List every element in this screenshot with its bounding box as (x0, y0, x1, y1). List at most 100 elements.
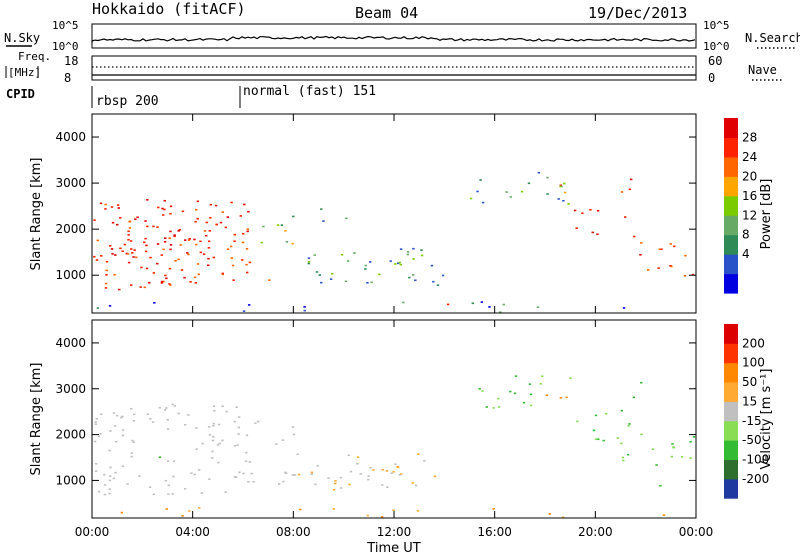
velocity-scatter-cell (277, 483, 281, 485)
power-scatter-cell (153, 302, 156, 304)
velocity-scatter-cell (149, 418, 152, 420)
velocity-colorbar-tick: 50 (742, 375, 757, 389)
freq-unit-label: [MHz] (8, 66, 41, 79)
power-scatter-cell (169, 244, 173, 246)
velocity-scatter-cell (399, 473, 403, 475)
power-scatter-cell (408, 276, 411, 279)
power-scatter-cell (657, 267, 660, 269)
velocity-scatter-cell (327, 477, 330, 480)
velocity-scatter-cell (545, 394, 549, 397)
velocity-scatter-cell (334, 480, 337, 482)
velocity-scatter-cell (109, 466, 112, 469)
power-scatter-cell (164, 274, 167, 277)
power-scatter-cell (152, 225, 155, 228)
velocity-scatter-cell (254, 422, 257, 424)
power-scatter-cell (178, 228, 181, 231)
freq-tick-top: 18 (64, 54, 78, 68)
power-scatter-cell (230, 201, 233, 204)
power-scatter-cell (248, 304, 251, 306)
power-scatter-cell (205, 221, 208, 224)
power-scatter-cell (168, 267, 172, 270)
power-scatter-cell (369, 261, 372, 263)
power-colorbar-tick: 4 (742, 247, 750, 261)
power-scatter-cell (559, 184, 562, 187)
power-scatter-cell (243, 203, 246, 206)
velocity-scatter-cell (366, 514, 369, 517)
velocity-scatter-cell (386, 486, 389, 489)
power-colorbar-tick: 24 (742, 150, 757, 164)
velocity-scatter-cell (99, 432, 102, 435)
power-scatter-cell (148, 281, 151, 284)
velocity-scatter-cell (146, 413, 150, 416)
power-yticks: 4000 3000 2000 1000 (55, 130, 696, 282)
velocity-scatter-cell (97, 435, 101, 438)
power-scatter-cell (397, 262, 400, 265)
velocity-scatter-cell (565, 396, 568, 399)
power-scatter-cell (389, 260, 392, 262)
power-scatter-cell (303, 306, 306, 308)
velocity-scatter-cell (509, 390, 512, 393)
power-scatter-cell (479, 179, 482, 181)
power-scatter-cell (116, 223, 119, 226)
velocity-scatter-cell (132, 441, 135, 444)
velocity-scatter-cell (114, 440, 118, 443)
velocity-scatter-cell (621, 456, 625, 459)
velocity-scatter-cell (292, 433, 296, 436)
power-scatter-cell (241, 259, 244, 261)
velocity-scatter-cell (188, 510, 191, 512)
velocity-colorbar-swatch (724, 362, 738, 383)
power-scatter-cell (169, 284, 172, 286)
power-scatter-cell (242, 232, 245, 235)
power-scatter-cell (143, 241, 146, 244)
power-scatter-cell (104, 203, 107, 206)
velocity-scatter-cell (284, 471, 287, 474)
velocity-scatter-cell (121, 415, 124, 418)
power-scatter-cell (370, 281, 373, 284)
station-title: Hokkaido (fitACF) (92, 0, 246, 18)
velocity-scatter-cell (651, 448, 655, 450)
power-scatter-cell (559, 185, 562, 188)
velocity-scatter-cell (100, 413, 103, 416)
power-scatter-cell (658, 248, 661, 251)
power-scatter-cell (591, 231, 594, 234)
velocity-scatter-cell (183, 487, 187, 490)
velocity-scatter-cell (130, 452, 134, 454)
power-scatter-cell (239, 215, 243, 217)
nsky-tick-top: 10^5 (52, 19, 79, 32)
velocity-scatter (93, 375, 696, 519)
velocity-scatter-cell (414, 484, 418, 487)
velocity-scatter-cell (165, 407, 168, 409)
nsky-line (91, 35, 696, 43)
power-colorbar-label: Power [dB] (759, 179, 774, 250)
nsky-tick-bottom: 10^0 (52, 40, 79, 53)
velocity-scatter-cell (108, 492, 111, 495)
power-scatter-cell (527, 182, 531, 185)
power-scatter-cell (116, 204, 120, 206)
power-scatter-cell (398, 261, 401, 264)
power-scatter-cell (160, 282, 164, 284)
velocity-colorbar-tick: -15 (742, 414, 762, 428)
velocity-colorbar-tick: -50 (742, 433, 762, 447)
velocity-scatter-cell (332, 488, 336, 491)
power-scatter-cell (109, 245, 112, 247)
power-scatter-cell (152, 272, 156, 274)
velocity-scatter-cell (242, 472, 245, 475)
velocity-ytick-label: 2000 (55, 428, 86, 442)
power-scatter-cell (505, 191, 508, 193)
velocity-scatter-cell (252, 481, 255, 483)
power-scatter-cell (623, 216, 627, 218)
velocity-scatter-cell (108, 488, 111, 490)
power-scatter-cell (476, 190, 479, 193)
velocity-scatter-cell (112, 412, 116, 414)
velocity-scatter-cell (492, 407, 495, 409)
velocity-scatter-cell (497, 406, 501, 408)
velocity-scatter-cell (164, 479, 168, 482)
velocity-scatter-cell (626, 453, 630, 456)
power-scatter-cell (207, 240, 211, 243)
power-scatter-cell (303, 309, 306, 312)
power-scatter-cell (105, 274, 108, 276)
velocity-scatter-cell (216, 444, 220, 446)
power-scatter-cell (105, 269, 108, 272)
velocity-scatter-cell (211, 450, 214, 453)
